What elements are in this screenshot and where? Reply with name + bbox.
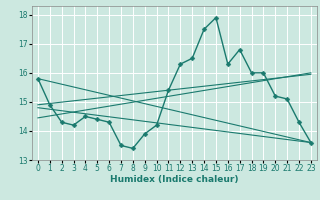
X-axis label: Humidex (Indice chaleur): Humidex (Indice chaleur): [110, 175, 239, 184]
